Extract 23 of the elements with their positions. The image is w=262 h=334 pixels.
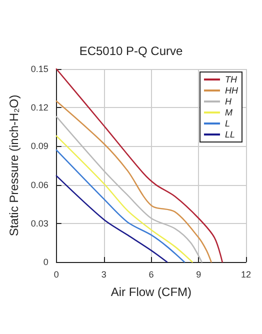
legend-label: M [225, 108, 233, 118]
line-series [56, 149, 186, 263]
x-tick-label: 3 [101, 270, 106, 280]
y-axis-title: Static Pressure (inch-H₂O) [7, 94, 21, 236]
y-tick-label: 0.06 [30, 180, 48, 190]
x-tick-label: 12 [240, 270, 252, 280]
legend-label: H [225, 96, 232, 106]
chart-title: EC5010 P-Q Curve [79, 44, 184, 58]
x-tick-label: 0 [54, 270, 59, 280]
legend-label: TH [225, 74, 238, 84]
x-tick-label: 6 [148, 270, 154, 280]
line-series [56, 175, 168, 263]
y-tick-label: 0.12 [30, 102, 48, 113]
y-tick-label: 0.09 [30, 141, 48, 152]
legend-label: HH [225, 86, 238, 96]
line-series [56, 135, 193, 263]
legend-label: L [225, 118, 230, 128]
x-axis-title: Air Flow (CFM) [110, 285, 192, 299]
legend-label: LL [225, 130, 236, 140]
y-tick-label: 0 [43, 257, 48, 267]
x-tick-label: 9 [196, 270, 202, 280]
y-tick-label: 0.03 [30, 218, 48, 228]
y-tick-label: 0.15 [30, 64, 48, 74]
